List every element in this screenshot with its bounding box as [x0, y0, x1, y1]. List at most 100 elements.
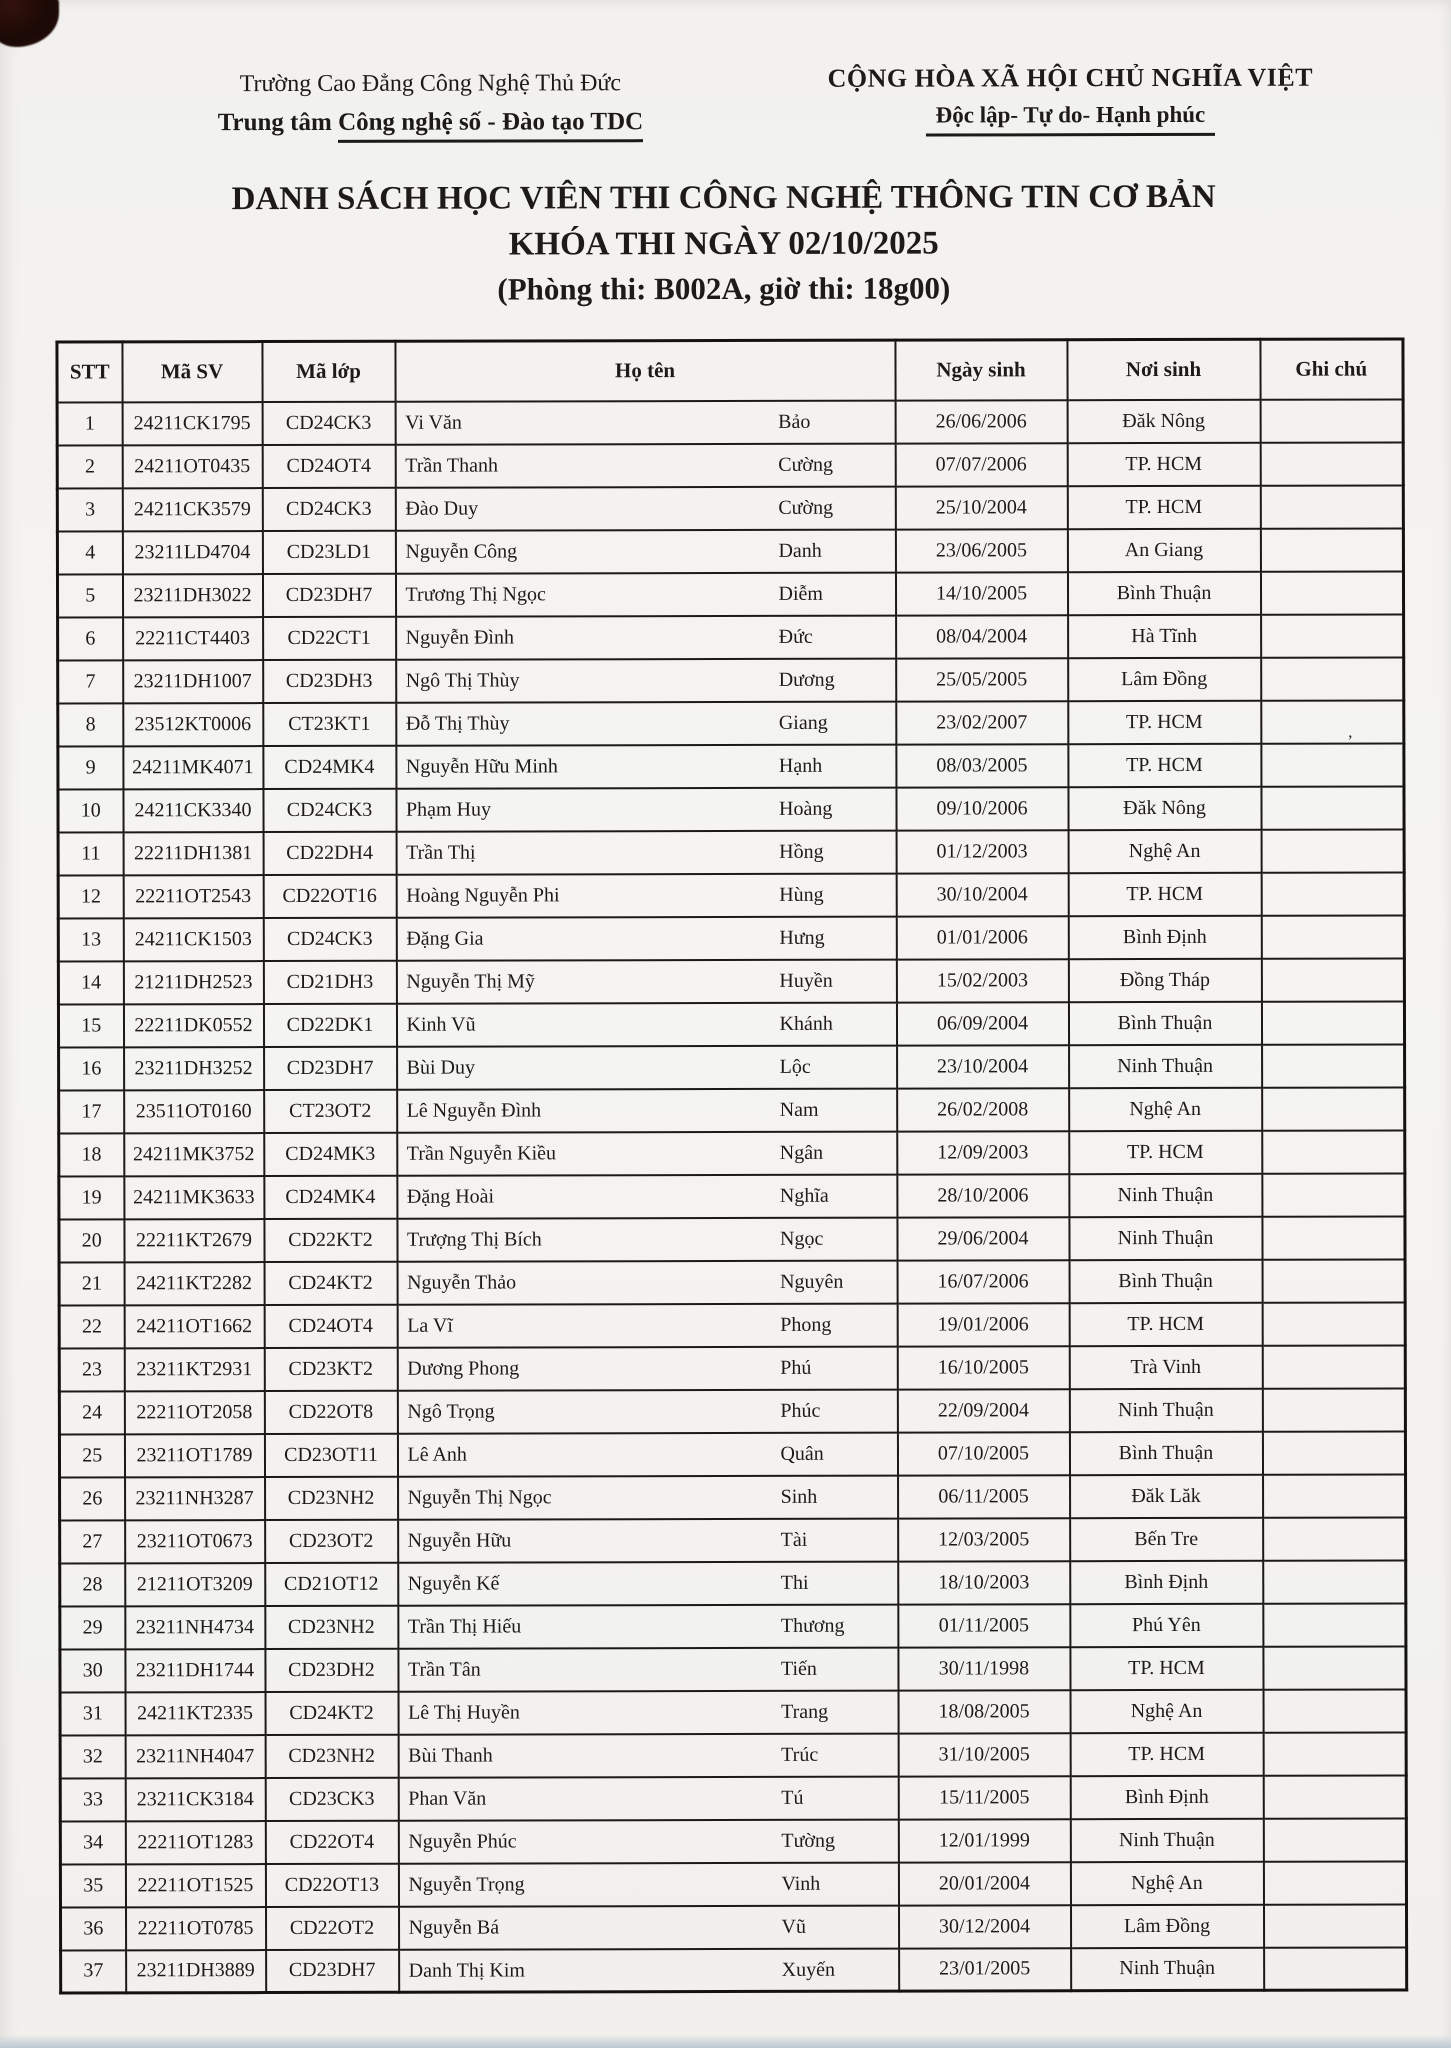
cell-ghi-chu	[1261, 1043, 1405, 1088]
cell-noi-sinh: Trà Vinh	[1069, 1345, 1263, 1389]
given-name: Diễm	[778, 582, 823, 605]
cell-stt: 7	[57, 659, 123, 704]
table-row: 27 23211OT0673 CD23OT2 Nguyễn Hữu Tài 12/…	[59, 1516, 1406, 1564]
family-middle-name: Nguyễn Thị Ngọc	[407, 1486, 552, 1509]
cell-ma-sv: 23511OT0160	[123, 1089, 264, 1133]
cell-ma-sv: 23211DH1007	[122, 659, 263, 703]
cell-ma-lop: CD24KT2	[264, 1261, 398, 1305]
cell-ma-sv: 22211DK0552	[123, 1003, 264, 1047]
table-row: 24 22211OT2058 CD22OT8 Ngô Trọng Phúc 22/…	[59, 1387, 1406, 1435]
cell-stt: 18	[58, 1132, 124, 1177]
scanner-bottom-edge	[0, 2035, 1451, 2048]
given-name: Tường	[781, 1829, 836, 1852]
cell-ghi-chu	[1263, 1860, 1407, 1905]
table-row: 14 21211DH2523 CD21DH3 Nguyễn Thị Mỹ Huyề…	[58, 957, 1405, 1005]
org-department-underlined: Công nghệ số - Đào tạo TDC	[338, 108, 644, 143]
table-row: 29 23211NH4734 CD23NH2 Trần Thị Hiếu Thươ…	[59, 1602, 1406, 1650]
cell-noi-sinh: Nghệ An	[1068, 1087, 1262, 1131]
cell-ghi-chu	[1260, 699, 1404, 744]
given-name: Đức	[778, 625, 813, 648]
cell-ghi-chu	[1261, 871, 1405, 916]
document-title-block: DANH SÁCH HỌC VIÊN THI CÔNG NGHỆ THÔNG T…	[0, 178, 1449, 308]
given-name: Phú	[780, 1356, 812, 1379]
family-middle-name: Kinh Vũ	[406, 1013, 476, 1036]
cell-ngay-sinh: 12/03/2005	[897, 1517, 1070, 1562]
cell-ngay-sinh: 08/03/2005	[895, 743, 1068, 788]
cell-ho-ten: Đỗ Thị Thùy Giang	[395, 701, 896, 746]
family-middle-name: Trần Thị	[406, 841, 476, 864]
cell-ghi-chu	[1261, 1215, 1406, 1260]
cell-ma-lop: CD23DH7	[265, 1949, 399, 1993]
table-row: 18 24211MK3752 CD24MK3 Trần Nguyễn Kiều N…	[58, 1129, 1405, 1177]
table-row: 19 24211MK3633 CD24MK4 Đặng Hoài Nghĩa 28…	[58, 1172, 1405, 1220]
cell-ma-sv: 24211MK4071	[122, 745, 263, 789]
cell-ghi-chu	[1262, 1645, 1407, 1690]
cell-ngay-sinh: 09/10/2006	[895, 786, 1069, 831]
table-row: 22 24211OT1662 CD24OT4 La Vĩ Phong 19/01/…	[59, 1301, 1406, 1349]
cell-ma-lop: CD23CK3	[265, 1777, 399, 1821]
cell-ngay-sinh: 12/09/2003	[896, 1130, 1069, 1175]
cell-ho-ten: Vi Văn Bảo	[395, 400, 896, 445]
cell-ma-lop: CD24KT2	[265, 1691, 399, 1735]
cell-ma-lop: CD22OT2	[265, 1906, 399, 1950]
cell-ngay-sinh: 30/11/1998	[897, 1646, 1071, 1691]
cell-ma-sv: 24211CK1795	[122, 401, 263, 445]
cell-noi-sinh: Bình Thuận	[1068, 1001, 1262, 1045]
cell-ngay-sinh: 07/10/2005	[897, 1431, 1070, 1476]
cell-ngay-sinh: 06/09/2004	[896, 1001, 1069, 1046]
org-department: Trung tâm Công nghệ số - Đào tạo TDC	[58, 108, 803, 143]
table-row: 37 23211DH3889 CD23DH7 Danh Thị Kim Xuyến…	[60, 1946, 1407, 1994]
cell-ma-sv: 21211DH2523	[123, 960, 264, 1004]
cell-ghi-chu	[1263, 1774, 1407, 1819]
cell-ho-ten: Bùi Duy Lộc	[396, 1045, 897, 1090]
republic-motto-line1: CỘNG HÒA XÃ HỘI CHỦ NGHĨA VIỆT	[827, 62, 1314, 93]
given-name: Cường	[778, 496, 834, 519]
cell-stt: 19	[58, 1175, 124, 1220]
table-header: STT Mã SV Mã lớp Họ tên Ngày sinh Nơi si…	[56, 338, 1404, 403]
cell-ma-lop: CD23DH7	[263, 1046, 397, 1090]
header-ma-lop: Mã lớp	[261, 341, 396, 402]
cell-ma-sv: 24211CK3579	[122, 487, 263, 531]
cell-ngay-sinh: 26/02/2008	[896, 1087, 1069, 1132]
family-middle-name: Dương Phong	[407, 1357, 520, 1380]
cell-ma-sv: 24211CK1503	[123, 917, 264, 961]
cell-ma-lop: CD22KT2	[263, 1218, 398, 1262]
cell-ma-sv: 22211CT4403	[122, 616, 263, 660]
cell-ngay-sinh: 08/04/2004	[895, 614, 1068, 659]
cell-ngay-sinh: 16/10/2005	[897, 1345, 1070, 1390]
given-name: Bảo	[778, 410, 811, 433]
student-table: STT Mã SV Mã lớp Họ tên Ngày sinh Nơi si…	[55, 337, 1409, 1995]
family-middle-name: Bùi Thanh	[408, 1744, 493, 1767]
cell-stt: 3	[57, 487, 123, 532]
family-middle-name: Ngô Trọng	[407, 1400, 495, 1423]
family-middle-name: Lê Thị Huyền	[408, 1701, 520, 1724]
cell-noi-sinh: Bình Định	[1068, 915, 1262, 959]
cell-noi-sinh: Hà Tĩnh	[1067, 614, 1261, 658]
given-name: Giang	[778, 711, 828, 734]
table-row: 31 24211KT2335 CD24KT2 Lê Thị Huyền Trang…	[60, 1688, 1407, 1736]
family-middle-name: Hoàng Nguyễn Phi	[406, 884, 560, 907]
cell-stt: 9	[57, 745, 123, 790]
family-middle-name: Nguyễn Phúc	[408, 1830, 517, 1853]
cell-ho-ten: Nguyễn Hữu Minh Hạnh	[395, 744, 896, 789]
cell-ghi-chu	[1261, 1000, 1405, 1045]
cell-ghi-chu	[1262, 1473, 1406, 1518]
cell-ngay-sinh: 01/11/2005	[897, 1603, 1070, 1648]
cell-ngay-sinh: 16/07/2006	[897, 1259, 1070, 1304]
given-name: Lộc	[779, 1055, 811, 1078]
given-name: Hưng	[779, 926, 825, 949]
cell-ngay-sinh: 29/06/2004	[896, 1216, 1070, 1261]
cell-noi-sinh: TP. HCM	[1070, 1732, 1264, 1776]
cell-ma-lop: CD22OT16	[263, 874, 397, 918]
cell-ghi-chu	[1263, 1731, 1407, 1776]
cell-ho-ten: Trần Thị Hiếu Thương	[397, 1604, 898, 1649]
cell-noi-sinh: TP. HCM	[1067, 485, 1261, 529]
table-row: 21 24211KT2282 CD24KT2 Nguyễn Thảo Nguyên…	[59, 1258, 1406, 1306]
cell-stt: 23	[59, 1347, 125, 1392]
cell-ngay-sinh: 18/10/2003	[897, 1560, 1070, 1605]
table-row: 6 22211CT4403 CD22CT1 Nguyễn Đình Đức 08/…	[57, 613, 1404, 661]
org-name: Trường Cao Đẳng Công Nghệ Thủ Đức	[239, 70, 622, 98]
cell-ngay-sinh: 23/10/2004	[896, 1044, 1069, 1089]
cell-ho-ten: Nguyễn Kế Thi	[397, 1561, 898, 1606]
cell-ma-sv: 22211OT2543	[123, 874, 264, 918]
